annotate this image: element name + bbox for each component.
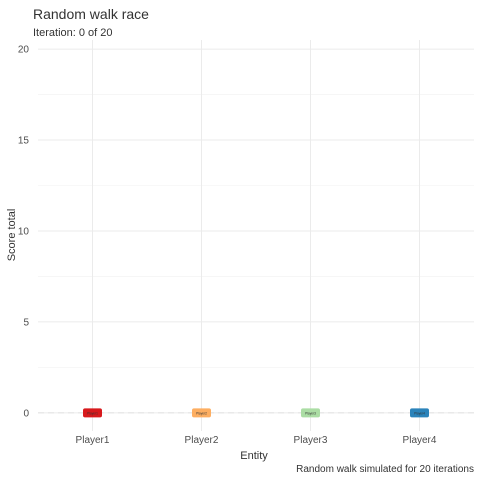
grid	[38, 40, 474, 431]
y-axis-label: Score total	[6, 209, 18, 262]
bar	[83, 408, 102, 418]
chart-caption: Random walk simulated for 20 iterations	[296, 464, 474, 475]
bar	[192, 408, 211, 418]
y-tick-label: 20	[18, 45, 30, 56]
bar	[301, 408, 320, 418]
bar	[410, 408, 429, 418]
bar-label: Player4	[414, 411, 425, 415]
x-tick-label: Player4	[403, 435, 437, 446]
y-tick-label: 5	[23, 317, 29, 328]
y-tick-labels: 0 5 10 15 20	[18, 45, 30, 420]
x-tick-labels: Player1 Player2 Player3 Player4	[76, 435, 437, 446]
chart-title: Random walk race	[33, 6, 149, 22]
x-tick-label: Player2	[185, 435, 219, 446]
y-tick-label: 0	[23, 408, 29, 419]
x-tick-label: Player1	[76, 435, 110, 446]
y-tick-label: 15	[18, 136, 30, 147]
chart-subtitle: Iteration: 0 of 20	[33, 27, 113, 39]
bar-label: Player3	[305, 411, 316, 415]
x-axis-label: Entity	[240, 450, 268, 462]
bars: Player1 Player2 Player3 Player4	[83, 408, 429, 418]
x-tick-label: Player3	[294, 435, 328, 446]
bar-label: Player1	[87, 411, 98, 415]
bar-label: Player2	[196, 411, 207, 415]
y-tick-label: 10	[18, 226, 30, 237]
